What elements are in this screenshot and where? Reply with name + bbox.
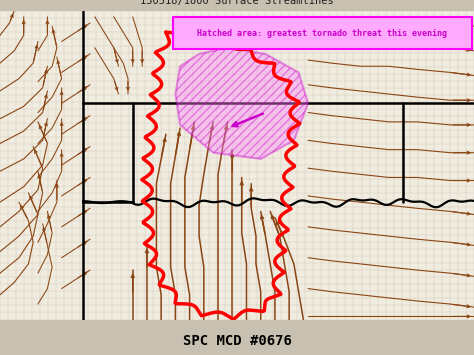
Polygon shape xyxy=(175,48,308,159)
Text: SPC MCD #0676: SPC MCD #0676 xyxy=(182,334,292,348)
Text: 130518/1800 Surface Streamlines: 130518/1800 Surface Streamlines xyxy=(140,0,334,6)
FancyBboxPatch shape xyxy=(173,17,472,49)
Text: Hatched area: greatest tornado threat this evening: Hatched area: greatest tornado threat th… xyxy=(197,28,447,38)
